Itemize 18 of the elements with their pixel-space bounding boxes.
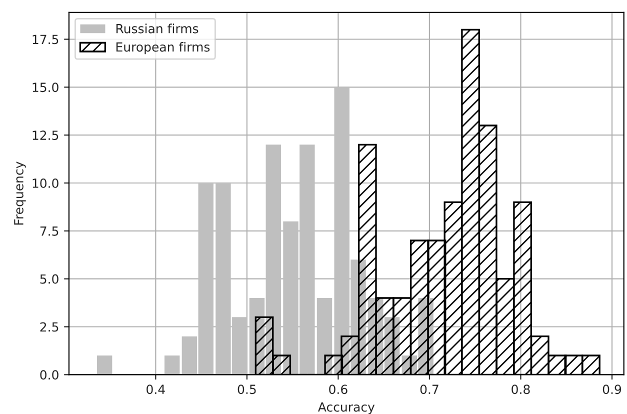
x-axis-title: Accuracy <box>318 402 375 414</box>
x-tick-label: 0.5 <box>238 384 256 394</box>
y-axis-title: Frequency <box>14 162 26 225</box>
x-tick-label: 0.9 <box>602 384 622 394</box>
x-tick-label: 0.7 <box>420 384 438 394</box>
y-tick-label: 2.5 <box>40 322 58 332</box>
y-tick-label: 0.0 <box>40 370 58 380</box>
y-tick-label: 5.0 <box>40 274 58 284</box>
x-tick-label: 0.8 <box>512 384 530 394</box>
legend-label: Russian firms <box>116 24 198 34</box>
y-tick-label: 12.5 <box>32 130 58 140</box>
y-tick-label: 10.0 <box>32 178 58 188</box>
y-tick-label: 7.5 <box>40 226 58 236</box>
legend-label: European firms <box>116 42 210 54</box>
x-tick-label: 0.6 <box>329 384 348 394</box>
y-tick-label: 17.5 <box>32 34 58 44</box>
y-tick-label: 15.0 <box>32 82 58 92</box>
x-tick-label: 0.4 <box>146 384 165 394</box>
